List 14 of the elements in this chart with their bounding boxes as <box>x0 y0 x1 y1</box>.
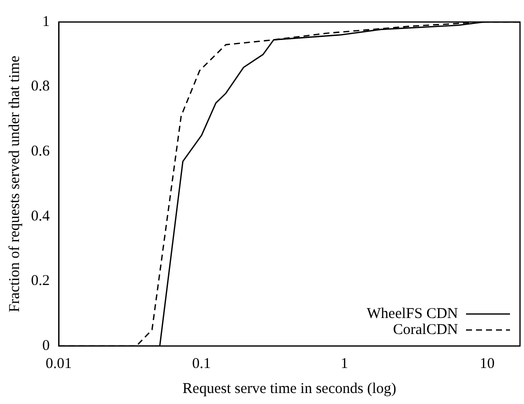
y-tick-label: 1 <box>42 14 50 30</box>
x-tick-label: 0.01 <box>46 356 72 372</box>
x-axis-title: Request serve time in seconds (log) <box>182 380 396 397</box>
legend-label: CoralCDN <box>393 322 458 338</box>
x-tick-label: 0.1 <box>192 356 211 372</box>
y-tick-label: 0 <box>42 338 50 354</box>
y-tick-label: 0.4 <box>31 208 50 224</box>
legend-label: WheelFS CDN <box>366 306 458 322</box>
x-tick-label: 1 <box>340 356 348 372</box>
y-tick-label: 0.6 <box>31 144 50 160</box>
x-tick-label: 10 <box>480 356 495 372</box>
y-axis-title: Fraction of requests served under that time <box>6 55 23 312</box>
y-tick-label: 0.8 <box>31 78 50 95</box>
y-tick-label: 0.2 <box>31 273 50 290</box>
